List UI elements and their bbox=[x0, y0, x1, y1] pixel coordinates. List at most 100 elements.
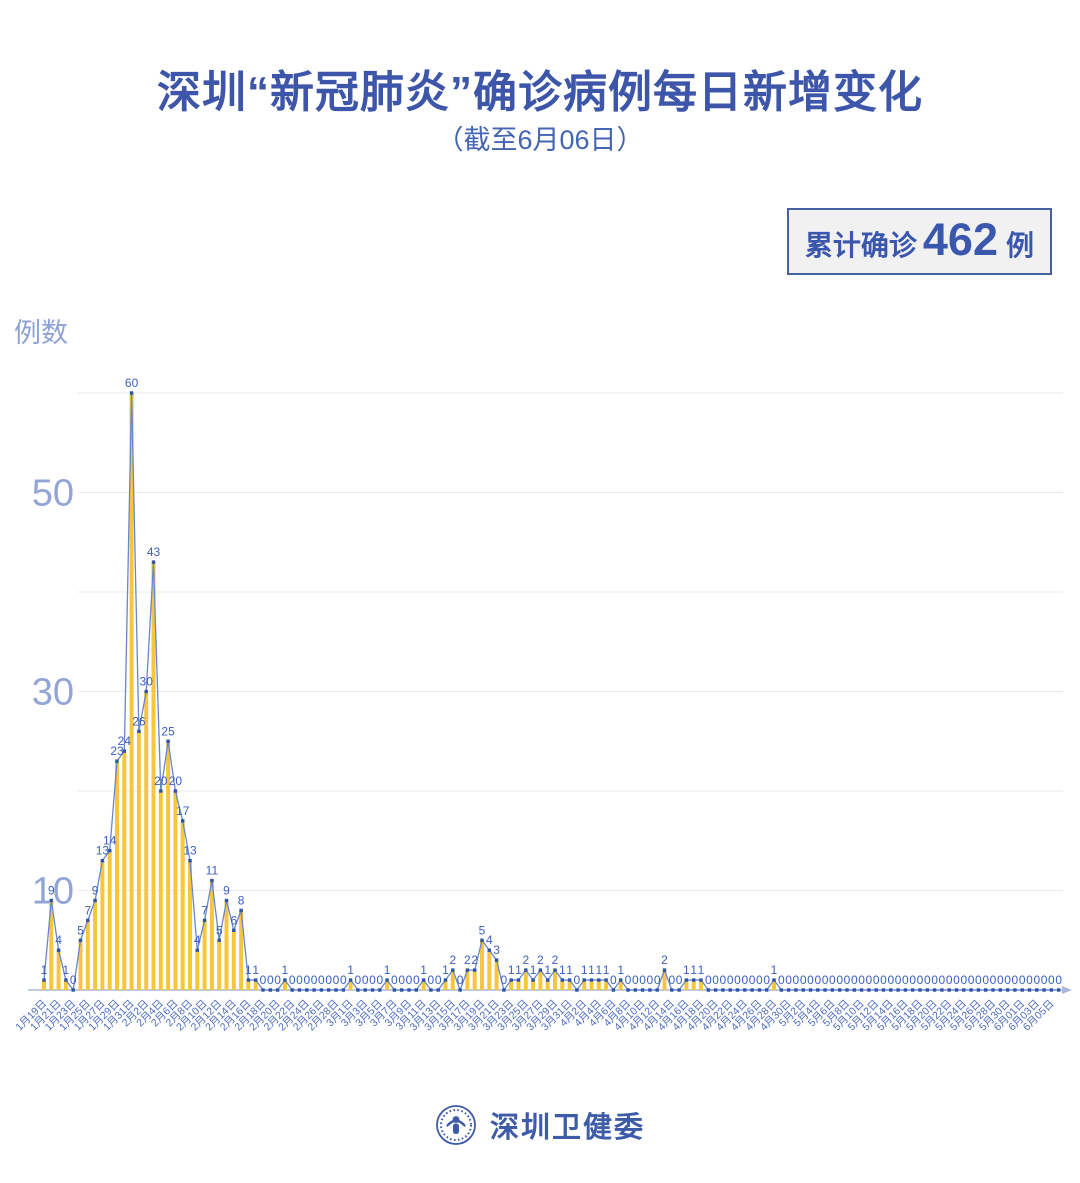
svg-text:0: 0 bbox=[851, 973, 858, 987]
svg-text:50: 50 bbox=[32, 473, 74, 515]
svg-text:8: 8 bbox=[238, 893, 245, 907]
svg-text:13: 13 bbox=[96, 844, 110, 858]
footer-logo: 深圳卫健委 bbox=[0, 1104, 1080, 1146]
svg-text:1: 1 bbox=[544, 963, 551, 977]
svg-text:1: 1 bbox=[41, 963, 48, 977]
svg-text:2: 2 bbox=[464, 953, 471, 967]
svg-text:2: 2 bbox=[537, 953, 544, 967]
svg-text:0: 0 bbox=[668, 973, 675, 987]
svg-text:23: 23 bbox=[110, 744, 124, 758]
svg-text:7: 7 bbox=[201, 903, 208, 917]
svg-text:0: 0 bbox=[406, 973, 413, 987]
svg-text:0: 0 bbox=[858, 973, 865, 987]
svg-text:9: 9 bbox=[223, 883, 230, 897]
svg-text:0: 0 bbox=[902, 973, 909, 987]
svg-text:0: 0 bbox=[435, 973, 442, 987]
svg-text:2: 2 bbox=[552, 953, 559, 967]
svg-text:1: 1 bbox=[603, 963, 610, 977]
badge-label: 累计确诊 bbox=[804, 230, 917, 261]
svg-text:0: 0 bbox=[778, 973, 785, 987]
cumulative-total-badge: 累计确诊 462 例 bbox=[786, 208, 1052, 275]
svg-text:0: 0 bbox=[647, 973, 654, 987]
svg-text:0: 0 bbox=[800, 973, 807, 987]
svg-text:0: 0 bbox=[625, 973, 632, 987]
svg-text:1: 1 bbox=[683, 963, 690, 977]
svg-text:0: 0 bbox=[325, 973, 332, 987]
svg-text:1: 1 bbox=[690, 963, 697, 977]
svg-text:0: 0 bbox=[1004, 973, 1011, 987]
svg-text:0: 0 bbox=[274, 973, 281, 987]
svg-text:30: 30 bbox=[140, 675, 154, 689]
svg-text:1: 1 bbox=[245, 963, 252, 977]
svg-text:13: 13 bbox=[183, 844, 197, 858]
svg-text:0: 0 bbox=[887, 973, 894, 987]
svg-text:0: 0 bbox=[1041, 973, 1048, 987]
svg-text:0: 0 bbox=[610, 973, 617, 987]
svg-text:0: 0 bbox=[70, 973, 77, 987]
svg-text:0: 0 bbox=[946, 973, 953, 987]
svg-text:1: 1 bbox=[771, 963, 778, 977]
svg-text:0: 0 bbox=[303, 973, 310, 987]
svg-text:0: 0 bbox=[953, 973, 960, 987]
svg-text:0: 0 bbox=[654, 973, 661, 987]
svg-text:0: 0 bbox=[836, 973, 843, 987]
svg-text:1: 1 bbox=[588, 963, 595, 977]
svg-text:0: 0 bbox=[413, 973, 420, 987]
svg-text:0: 0 bbox=[866, 973, 873, 987]
svg-text:1: 1 bbox=[566, 963, 573, 977]
svg-text:0: 0 bbox=[734, 973, 741, 987]
svg-text:17: 17 bbox=[176, 804, 190, 818]
svg-text:5: 5 bbox=[216, 923, 223, 937]
svg-text:0: 0 bbox=[793, 973, 800, 987]
page-subtitle: （截至6月06日） bbox=[436, 125, 644, 155]
svg-text:0: 0 bbox=[807, 973, 814, 987]
svg-text:24: 24 bbox=[118, 734, 132, 748]
svg-text:0: 0 bbox=[289, 973, 296, 987]
svg-text:9: 9 bbox=[92, 883, 99, 897]
svg-text:2: 2 bbox=[449, 953, 456, 967]
svg-text:0: 0 bbox=[997, 973, 1004, 987]
svg-text:0: 0 bbox=[676, 973, 683, 987]
svg-text:1: 1 bbox=[282, 963, 289, 977]
svg-text:0: 0 bbox=[355, 973, 362, 987]
svg-text:26: 26 bbox=[132, 714, 146, 728]
svg-text:0: 0 bbox=[844, 973, 851, 987]
svg-text:0: 0 bbox=[895, 973, 902, 987]
svg-text:4: 4 bbox=[194, 933, 201, 947]
svg-text:4: 4 bbox=[55, 933, 62, 947]
svg-text:0: 0 bbox=[311, 973, 318, 987]
svg-text:0: 0 bbox=[829, 973, 836, 987]
svg-text:0: 0 bbox=[318, 973, 325, 987]
svg-text:4: 4 bbox=[486, 933, 493, 947]
svg-text:0: 0 bbox=[990, 973, 997, 987]
svg-text:0: 0 bbox=[822, 973, 829, 987]
shenzhen-health-commission-logo-icon bbox=[436, 1105, 476, 1145]
svg-text:0: 0 bbox=[756, 973, 763, 987]
svg-text:9: 9 bbox=[48, 883, 55, 897]
svg-text:0: 0 bbox=[873, 973, 880, 987]
svg-text:0: 0 bbox=[1055, 973, 1062, 987]
svg-text:3: 3 bbox=[493, 943, 500, 957]
svg-text:1: 1 bbox=[420, 963, 427, 977]
svg-text:0: 0 bbox=[1019, 973, 1026, 987]
svg-text:0: 0 bbox=[763, 973, 770, 987]
svg-text:0: 0 bbox=[1026, 973, 1033, 987]
svg-text:0: 0 bbox=[362, 973, 369, 987]
svg-text:0: 0 bbox=[1033, 973, 1040, 987]
svg-text:0: 0 bbox=[574, 973, 581, 987]
footer-org-name: 深圳卫健委 bbox=[489, 1112, 645, 1144]
page-title: 深圳“新冠肺炎”确诊病例每日新增变化 bbox=[157, 68, 923, 117]
svg-text:0: 0 bbox=[1012, 973, 1019, 987]
svg-text:1: 1 bbox=[252, 963, 259, 977]
svg-text:1: 1 bbox=[559, 963, 566, 977]
svg-text:0: 0 bbox=[909, 973, 916, 987]
svg-text:1: 1 bbox=[617, 963, 624, 977]
svg-text:0: 0 bbox=[340, 973, 347, 987]
svg-text:0: 0 bbox=[982, 973, 989, 987]
svg-text:20: 20 bbox=[169, 774, 183, 788]
svg-text:1: 1 bbox=[515, 963, 522, 977]
svg-text:0: 0 bbox=[749, 973, 756, 987]
svg-text:7: 7 bbox=[84, 903, 91, 917]
svg-text:0: 0 bbox=[705, 973, 712, 987]
